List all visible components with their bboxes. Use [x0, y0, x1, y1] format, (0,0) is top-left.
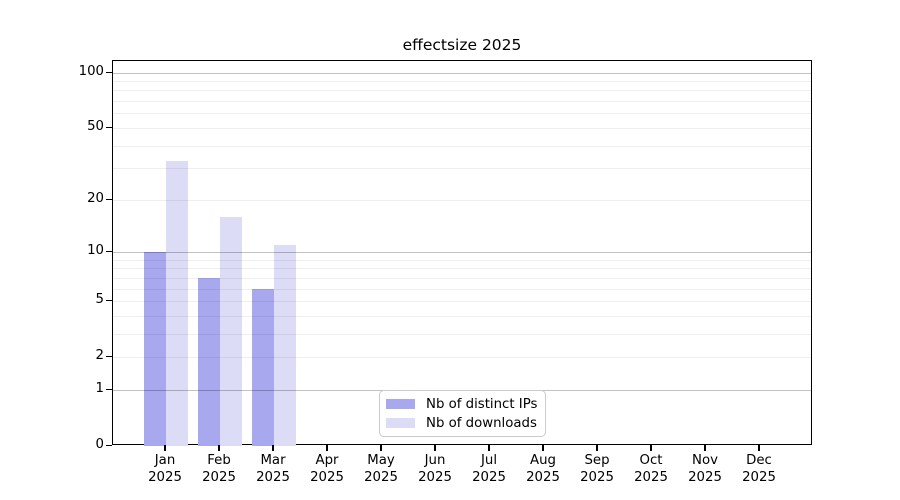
y-tick-mark-5	[106, 300, 112, 302]
bar-distinct-ips-feb	[198, 277, 220, 446]
legend-swatch-downloads-icon	[386, 417, 415, 429]
gridline-60	[113, 113, 811, 115]
bar-downloads-mar	[274, 244, 296, 446]
y-tick-mark-1	[106, 388, 112, 391]
x-tick-mark-jan	[164, 445, 166, 451]
gridline-10	[113, 251, 811, 253]
legend: Nb of distinct IPs Nb of downloads	[379, 390, 546, 437]
y-tick-label-2: 2	[95, 348, 104, 364]
y-tick-label-1: 1	[95, 380, 104, 396]
x-tick-label-feb: Feb 2025	[202, 453, 236, 485]
gridline-6	[113, 288, 811, 290]
y-tick-mark-10	[106, 250, 112, 253]
gridline-90	[113, 81, 811, 83]
x-tick-mark-dec	[758, 445, 760, 451]
gridline-80	[113, 90, 811, 92]
x-tick-label-sep: Sep 2025	[580, 453, 614, 485]
gridline-20	[113, 199, 811, 201]
x-tick-mark-jul	[488, 445, 490, 451]
x-tick-mark-sep	[596, 445, 598, 451]
x-tick-label-jan: Jan 2025	[148, 453, 182, 485]
gridline-5	[113, 301, 811, 303]
legend-item-distinct-ips: Nb of distinct IPs	[386, 397, 537, 412]
legend-label-distinct-ips: Nb of distinct IPs	[426, 396, 538, 412]
gridline-8	[113, 268, 811, 270]
x-tick-label-oct: Oct 2025	[634, 453, 668, 485]
x-tick-mark-mar	[272, 445, 274, 451]
y-tick-mark-50	[106, 126, 112, 129]
x-tick-mark-apr	[326, 445, 328, 451]
chart-title: effectsize 2025	[402, 36, 522, 54]
gridline-9	[113, 259, 811, 261]
gridline-3	[113, 333, 811, 335]
x-tick-label-dec: Dec 2025	[742, 453, 776, 485]
gridline-30	[113, 168, 811, 170]
x-tick-mark-jun	[434, 445, 436, 451]
x-tick-mark-may	[380, 445, 382, 451]
x-tick-label-apr: Apr 2025	[310, 453, 344, 485]
y-tick-mark-20	[106, 198, 112, 200]
legend-swatch-distinct-ips-icon	[386, 398, 415, 410]
bar-downloads-feb	[220, 216, 242, 446]
x-tick-mark-feb	[218, 445, 220, 451]
y-tick-label-20: 20	[87, 190, 104, 206]
y-tick-mark-100	[106, 71, 112, 73]
y-tick-label-5: 5	[95, 292, 104, 308]
gridline-4	[113, 315, 811, 317]
gridline-7	[113, 277, 811, 279]
x-tick-mark-nov	[704, 445, 706, 451]
y-tick-label-50: 50	[87, 118, 104, 134]
gridline-70	[113, 101, 811, 103]
gridline-2	[113, 357, 811, 359]
bar-distinct-ips-mar	[252, 288, 274, 446]
x-tick-label-may: May 2025	[364, 453, 398, 485]
x-tick-label-jun: Jun 2025	[418, 453, 452, 485]
legend-item-downloads: Nb of downloads	[386, 416, 537, 431]
x-tick-label-nov: Nov 2025	[688, 453, 722, 485]
y-tick-mark-2	[106, 356, 112, 358]
gridline-100	[113, 72, 811, 74]
bar-downloads-jan	[166, 160, 188, 446]
y-tick-label-10: 10	[87, 242, 104, 258]
bar-distinct-ips-jan	[144, 251, 166, 446]
y-tick-label-0: 0	[95, 437, 104, 452]
y-tick-mark-0	[106, 445, 112, 447]
gridline-40	[113, 145, 811, 147]
legend-label-downloads: Nb of downloads	[426, 415, 537, 431]
gridline-50	[113, 127, 811, 129]
x-tick-mark-oct	[650, 445, 652, 451]
y-tick-label-100: 100	[78, 63, 104, 79]
x-tick-label-mar: Mar 2025	[256, 453, 290, 485]
x-tick-mark-aug	[542, 445, 544, 451]
plot-area	[112, 60, 812, 446]
x-tick-label-jul: Jul 2025	[472, 453, 506, 485]
x-tick-label-aug: Aug 2025	[526, 453, 560, 485]
